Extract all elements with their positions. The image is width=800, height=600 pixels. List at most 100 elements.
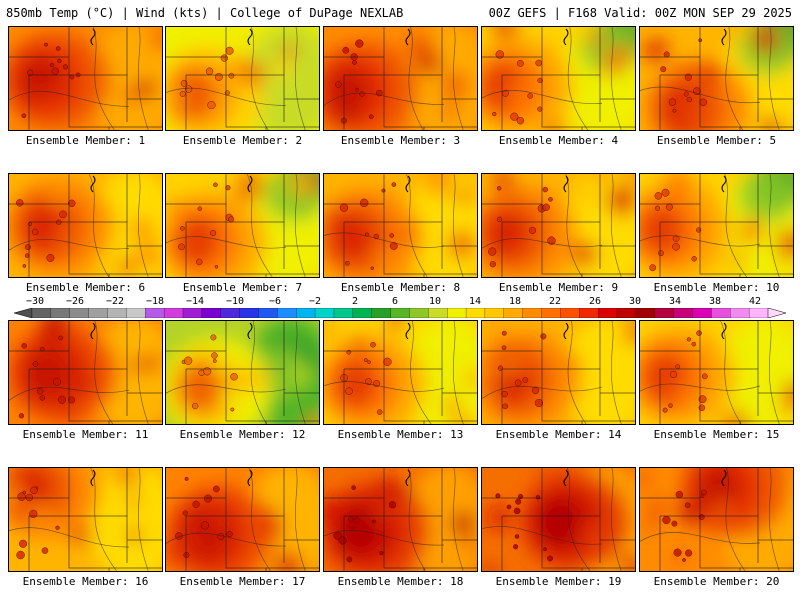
ensemble-member-label: Ensemble Member: 9 xyxy=(498,281,619,294)
ensemble-member-map xyxy=(165,467,320,572)
colorbar-segment xyxy=(522,308,543,318)
ensemble-member-label: Ensemble Member: 7 xyxy=(182,281,303,294)
ensemble-member-map xyxy=(165,320,320,425)
ensemble-member-map xyxy=(323,26,478,131)
colorbar-segment xyxy=(296,308,316,318)
colorbar-segment xyxy=(711,308,731,318)
colorbar-segment xyxy=(182,308,203,318)
colorbar-segment xyxy=(126,308,146,318)
ensemble-member-label: Ensemble Member: 10 xyxy=(653,281,780,294)
colorbar-tick-label: 10 xyxy=(428,296,442,307)
ensemble-member-label: Ensemble Member: 1 xyxy=(25,134,146,147)
ensemble-member-label: Ensemble Member: 4 xyxy=(498,134,619,147)
colorbar-segment xyxy=(465,308,486,318)
colorbar-tick-label: 2 xyxy=(351,296,359,307)
ensemble-member-map xyxy=(8,26,163,131)
ensemble-member-label: Ensemble Member: 6 xyxy=(25,281,146,294)
colorbar-tick-label: 22 xyxy=(548,296,562,307)
ensemble-member-label: Ensemble Member: 19 xyxy=(495,575,622,588)
colorbar-segment xyxy=(333,308,354,318)
colorbar-tick-label: −2 xyxy=(308,296,322,307)
colorbar-tick-label: 18 xyxy=(508,296,522,307)
ensemble-member-map xyxy=(165,26,320,131)
colorbar-segment xyxy=(748,308,769,318)
ensemble-member-label: Ensemble Member: 2 xyxy=(182,134,303,147)
colorbar-segment xyxy=(409,308,429,318)
colorbar-min-arrow xyxy=(14,308,33,318)
colorbar-segment xyxy=(541,308,562,318)
colorbar-tick-label: −6 xyxy=(268,296,282,307)
colorbar-segment xyxy=(88,308,109,318)
ensemble-member-map xyxy=(481,173,636,278)
colorbar-segment xyxy=(371,308,392,318)
ensemble-member-label: Ensemble Member: 13 xyxy=(337,428,464,441)
colorbar-segment xyxy=(50,308,71,318)
colorbar-segment xyxy=(484,308,505,318)
ensemble-member-label: Ensemble Member: 5 xyxy=(656,134,777,147)
colorbar-segment xyxy=(163,308,184,318)
colorbar-tick-label: −18 xyxy=(145,296,165,307)
ensemble-member-label: Ensemble Member: 20 xyxy=(653,575,780,588)
colorbar-segment xyxy=(220,308,241,318)
colorbar-segment xyxy=(730,308,750,318)
header-run-info: 00Z GEFS | F168 Valid: 00Z MON SEP 29 20… xyxy=(488,6,792,20)
temperature-colorbar xyxy=(14,308,786,318)
colorbar-segment xyxy=(579,308,599,318)
colorbar-segment xyxy=(277,308,297,318)
colorbar-tick-label: −10 xyxy=(225,296,245,307)
colorbar-segment xyxy=(598,308,618,318)
colorbar-segment xyxy=(560,308,580,318)
ensemble-member-map xyxy=(639,173,794,278)
colorbar-segment xyxy=(258,308,278,318)
ensemble-member-map xyxy=(323,173,478,278)
ensemble-member-map xyxy=(481,26,636,131)
colorbar-segment xyxy=(145,308,165,318)
colorbar-segment xyxy=(616,308,637,318)
ensemble-member-map xyxy=(481,467,636,572)
ensemble-member-map xyxy=(639,320,794,425)
ensemble-member-label: Ensemble Member: 12 xyxy=(179,428,306,441)
colorbar-tick-label: 14 xyxy=(468,296,482,307)
ensemble-member-label: Ensemble Member: 11 xyxy=(22,428,149,441)
ensemble-member-map xyxy=(323,320,478,425)
ensemble-member-map xyxy=(323,467,478,572)
ensemble-member-map xyxy=(165,173,320,278)
ensemble-member-label: Ensemble Member: 15 xyxy=(653,428,780,441)
colorbar-segment xyxy=(239,308,260,318)
colorbar-tick-label: 34 xyxy=(668,296,682,307)
ensemble-member-label: Ensemble Member: 3 xyxy=(340,134,461,147)
ensemble-member-map xyxy=(639,26,794,131)
colorbar-segment xyxy=(673,308,694,318)
colorbar-max-arrow xyxy=(767,308,786,318)
ensemble-member-label: Ensemble Member: 14 xyxy=(495,428,622,441)
colorbar-segment xyxy=(428,308,448,318)
ensemble-member-map xyxy=(481,320,636,425)
colorbar-segment xyxy=(447,308,467,318)
ensemble-member-map xyxy=(8,467,163,572)
colorbar-segment xyxy=(390,308,411,318)
colorbar-segment xyxy=(107,308,128,318)
colorbar-segment xyxy=(314,308,335,318)
ensemble-member-map xyxy=(8,173,163,278)
colorbar-segment xyxy=(635,308,656,318)
colorbar-tick-label: −30 xyxy=(25,296,45,307)
colorbar-segment xyxy=(503,308,524,318)
colorbar-segment xyxy=(31,308,52,318)
colorbar-tick-label: 38 xyxy=(708,296,722,307)
colorbar-segment xyxy=(201,308,222,318)
ensemble-member-label: Ensemble Member: 17 xyxy=(179,575,306,588)
colorbar-segment xyxy=(692,308,713,318)
colorbar-tick-label: 42 xyxy=(748,296,762,307)
colorbar-tick-label: −22 xyxy=(105,296,125,307)
ensemble-member-label: Ensemble Member: 18 xyxy=(337,575,464,588)
colorbar-tick-label: 30 xyxy=(628,296,642,307)
colorbar-tick-label: 6 xyxy=(391,296,399,307)
colorbar-tick-label: 26 xyxy=(588,296,602,307)
colorbar-segment xyxy=(352,308,373,318)
header-title: 850mb Temp (°C) | Wind (kts) | College o… xyxy=(6,6,404,20)
ensemble-member-label: Ensemble Member: 8 xyxy=(340,281,461,294)
ensemble-member-map xyxy=(8,320,163,425)
colorbar-tick-label: −26 xyxy=(65,296,85,307)
ensemble-member-map xyxy=(639,467,794,572)
colorbar-segment xyxy=(654,308,675,318)
